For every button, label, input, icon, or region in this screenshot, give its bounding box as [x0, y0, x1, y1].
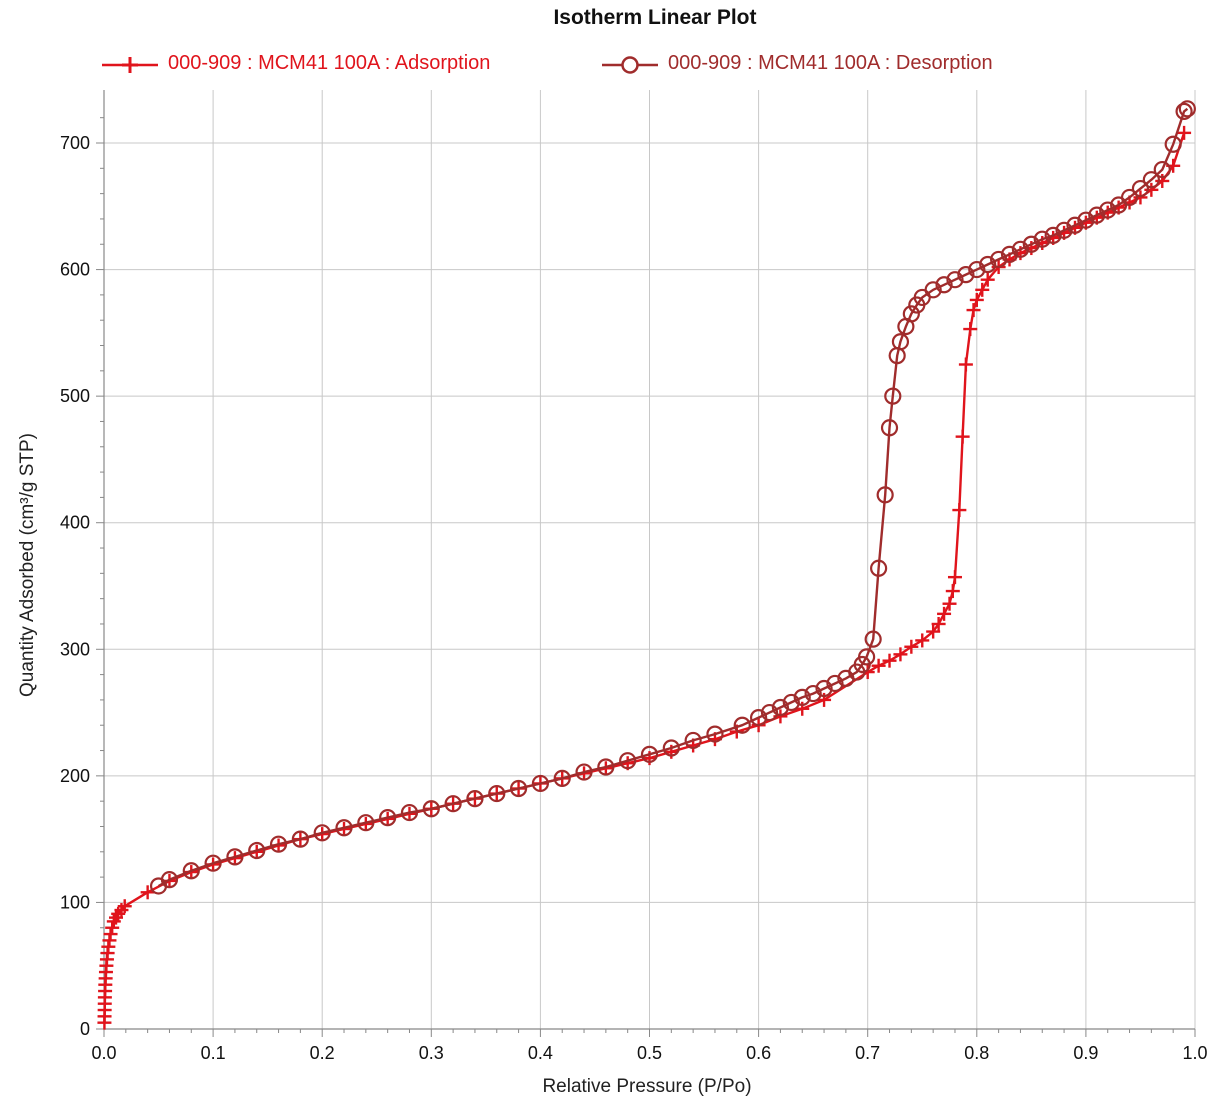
y-tick-label: 200 — [60, 766, 90, 786]
x-tick-label: 0.7 — [855, 1043, 880, 1063]
x-tick-label: 0.0 — [91, 1043, 116, 1063]
data-point — [489, 786, 504, 801]
data-point — [946, 584, 960, 598]
data-point — [184, 863, 199, 878]
series-adsorption — [97, 126, 1191, 1030]
data-point — [249, 843, 264, 858]
data-point — [511, 781, 526, 796]
data-point — [642, 747, 657, 762]
tick-labels: 0.0 0.1 0.2 0.3 0.4 0.5 0.6 0.7 0.8 0.9 1.0 0 100 200… — [60, 133, 1208, 1063]
y-tick-label: 0 — [80, 1019, 90, 1039]
series-line — [104, 133, 1184, 1023]
series-desorption — [151, 101, 1195, 893]
data-point — [227, 849, 242, 864]
data-point — [271, 837, 286, 852]
y-tick-label: 500 — [60, 386, 90, 406]
y-axis-label: Quantity Adsorbed (cm³/g STP) — [17, 433, 38, 697]
series-layer — [97, 101, 1194, 1029]
data-point — [956, 430, 970, 444]
x-tick-label: 0.1 — [201, 1043, 226, 1063]
x-tick-label: 0.2 — [310, 1043, 335, 1063]
data-point — [337, 820, 352, 835]
y-tick-label: 100 — [60, 892, 90, 912]
data-point — [358, 815, 373, 830]
y-tick-label: 700 — [60, 133, 90, 153]
x-tick-label: 0.6 — [746, 1043, 771, 1063]
data-point — [577, 765, 592, 780]
data-point — [882, 420, 897, 435]
y-tick-label: 600 — [60, 260, 90, 280]
data-point — [467, 791, 482, 806]
data-point — [963, 322, 977, 336]
series-line — [159, 109, 1188, 886]
data-point — [151, 878, 166, 893]
data-point — [890, 348, 905, 363]
data-point — [948, 570, 962, 584]
data-point — [293, 832, 308, 847]
data-point — [866, 632, 881, 647]
data-point — [967, 303, 981, 317]
data-point — [620, 753, 635, 768]
data-point — [686, 733, 701, 748]
data-point — [959, 358, 973, 372]
data-point — [952, 503, 966, 517]
x-tick-label: 0.3 — [419, 1043, 444, 1063]
data-point — [878, 487, 893, 502]
data-point — [104, 927, 118, 941]
data-point — [707, 727, 722, 742]
data-point — [885, 389, 900, 404]
data-point — [555, 771, 570, 786]
data-point — [424, 801, 439, 816]
x-axis-label: Relative Pressure (P/Po) — [542, 1076, 751, 1097]
y-tick-label: 400 — [60, 513, 90, 533]
data-point — [446, 796, 461, 811]
data-point — [315, 825, 330, 840]
data-point — [380, 810, 395, 825]
data-point — [871, 561, 886, 576]
data-point — [893, 334, 908, 349]
data-point — [1177, 104, 1192, 119]
data-point — [664, 741, 679, 756]
data-point — [735, 718, 750, 733]
data-point — [898, 319, 913, 334]
data-point — [751, 710, 766, 725]
axes — [96, 90, 1195, 1037]
y-tick-label: 300 — [60, 639, 90, 659]
grid — [104, 90, 1195, 1029]
x-tick-label: 0.5 — [637, 1043, 662, 1063]
data-point — [206, 856, 221, 871]
data-point — [533, 776, 548, 791]
x-tick-label: 0.9 — [1073, 1043, 1098, 1063]
data-point — [598, 759, 613, 774]
data-point — [402, 805, 417, 820]
data-point — [904, 640, 918, 654]
x-tick-label: 0.8 — [964, 1043, 989, 1063]
x-tick-label: 1.0 — [1182, 1043, 1207, 1063]
x-tick-label: 0.4 — [528, 1043, 553, 1063]
data-point — [1166, 137, 1181, 152]
